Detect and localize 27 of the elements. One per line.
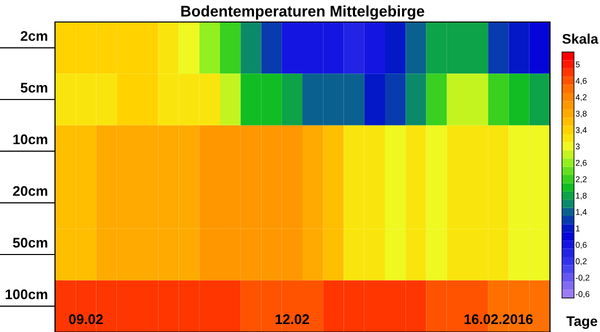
x-tick-label: 16.02.2016	[464, 314, 533, 324]
color-bar-label: 2,6	[576, 160, 587, 167]
color-bar-label: 1	[576, 226, 580, 232]
color-bar-label: 3	[576, 144, 580, 150]
color-bar-title: Skala	[562, 34, 598, 44]
color-bar-label: 3,8	[576, 110, 587, 118]
color-bar-label: 4,2	[576, 94, 587, 102]
y-tick-label: 20cm	[13, 186, 48, 196]
x-tick-label: 12.02	[276, 314, 310, 324]
color-bar-label: 1,8	[576, 192, 587, 200]
y-tick-label: 5cm	[20, 82, 48, 93]
color-bar-label: -0,6	[576, 291, 590, 298]
color-bar-label: 1,4	[576, 209, 587, 216]
y-tick-label: 10cm	[13, 134, 48, 144]
color-bar-label: -0,2	[576, 274, 590, 282]
x-tick-label: 09.02	[69, 314, 103, 324]
color-bar-label: 5	[576, 62, 580, 68]
color-bar-label: 0,2	[576, 258, 587, 266]
color-bar-label: 2,2	[576, 176, 587, 184]
color-bar-label: 3,4	[576, 127, 587, 134]
color-bar-label: 0,6	[576, 242, 587, 249]
color-bar-label: 4,6	[576, 78, 587, 85]
x-axis-title: Tage	[566, 316, 598, 329]
y-tick-label: 100cm	[6, 289, 48, 300]
y-tick-label: 50cm	[12, 238, 48, 248]
chart-title: Bodentemperaturen Mittelgebirge	[181, 5, 424, 20]
y-tick-label: 2cm	[20, 31, 48, 41]
